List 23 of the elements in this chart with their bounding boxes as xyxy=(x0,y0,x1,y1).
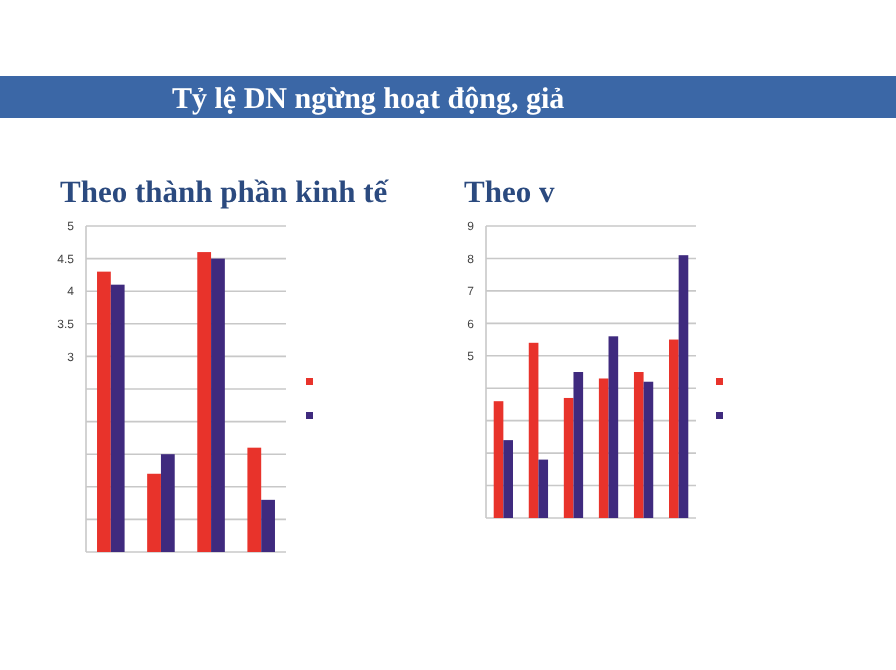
bar xyxy=(538,459,549,518)
bar xyxy=(643,381,654,518)
bar xyxy=(211,258,225,552)
text: Tỷ lệ DN ngừng hoạt động, giả xyxy=(172,84,566,116)
bar xyxy=(573,372,584,518)
bar xyxy=(110,284,125,552)
bar xyxy=(608,336,619,518)
bar xyxy=(160,454,175,552)
bar xyxy=(493,401,504,518)
bar xyxy=(247,447,262,552)
chart-subtitle: Theo v xyxy=(464,176,555,210)
bar xyxy=(598,378,609,518)
bar xyxy=(669,339,679,518)
bar xyxy=(147,473,161,552)
chart-subtitle: Theo thành phần kinh tế xyxy=(60,176,390,210)
bar xyxy=(563,397,574,518)
bar xyxy=(97,271,111,552)
bar xyxy=(503,440,513,518)
bar xyxy=(633,372,644,518)
bar xyxy=(528,342,539,518)
bar xyxy=(678,255,689,518)
bar xyxy=(197,252,212,552)
bar xyxy=(261,499,275,552)
